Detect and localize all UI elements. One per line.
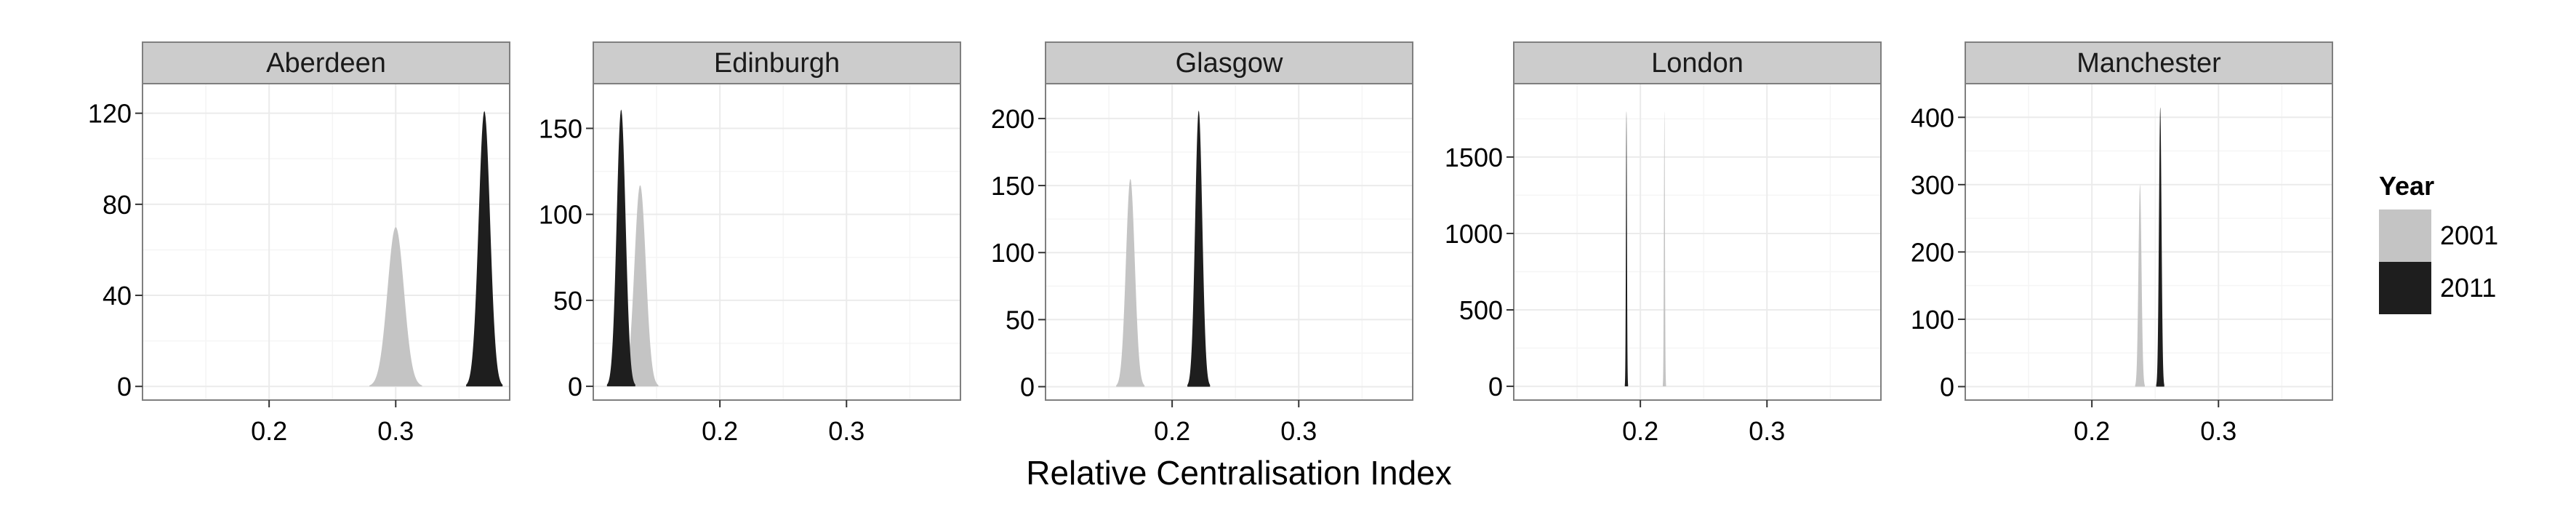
y-tick-label: 1000 — [1445, 219, 1503, 249]
density-aberdeen-2001 — [369, 227, 422, 387]
y-tick-label: 0 — [1020, 372, 1035, 402]
facet-panels: Aberdeen 0 40 80 120 0.2 0.3 Edinburgh 0 50 100 150… — [88, 41, 2333, 446]
legend-label-2011: 2011 — [2440, 273, 2496, 303]
density-london-2001 — [1663, 111, 1666, 387]
y-tick-label: 150 — [539, 113, 582, 143]
panel-border — [1045, 83, 1413, 401]
facet-strip — [593, 41, 961, 84]
panel-border — [1513, 83, 1882, 401]
facet-title: Edinburgh — [714, 48, 840, 79]
y-tick-label: 0 — [1488, 372, 1503, 402]
density-manchester-2011 — [2156, 107, 2164, 387]
facet-title: Manchester — [2077, 48, 2221, 79]
facet-manchester: Manchester 0 100 200 300 400 0.2 0.3 — [1911, 41, 2333, 446]
y-tick-label: 1500 — [1445, 143, 1503, 172]
legend-label-2001: 2001 — [2440, 220, 2498, 250]
density-edinburgh-2001 — [622, 185, 659, 387]
facet-title: Aberdeen — [266, 48, 386, 79]
y-tick-label: 0 — [1940, 372, 1954, 402]
density-edinburgh-2011 — [606, 109, 635, 387]
panel-background — [1046, 84, 1413, 400]
y-tick-label: 0 — [117, 372, 132, 402]
legend-key-2001 — [2379, 209, 2431, 262]
density-london-2011 — [1624, 111, 1629, 387]
facet-strip — [1045, 41, 1413, 84]
y-tick-label: 100 — [1911, 305, 1954, 335]
y-tick-label: 400 — [1911, 103, 1954, 132]
y-tick-label: 200 — [991, 104, 1035, 134]
y-tick-label: 50 — [553, 286, 582, 316]
facet-strip — [1965, 41, 2333, 84]
facet-strip — [142, 41, 510, 84]
facet-aberdeen: Aberdeen 0 40 80 120 0.2 0.3 — [88, 41, 510, 446]
panel-background — [143, 84, 510, 400]
x-tick-label: 0.3 — [2200, 416, 2236, 446]
facet-london: London 0 500 1000 1500 0.2 0.3 — [1445, 41, 1882, 446]
y-tick-label: 150 — [991, 171, 1035, 201]
panel-border — [1965, 83, 2333, 401]
x-tick-label: 0.3 — [1749, 416, 1785, 446]
legend: Year 2001 2011 — [2379, 171, 2498, 314]
y-tick-label: 200 — [1911, 237, 1954, 267]
legend-title: Year — [2379, 171, 2434, 201]
y-tick-label: 40 — [103, 281, 132, 311]
x-tick-label: 0.2 — [1622, 416, 1658, 446]
panel-background — [1965, 84, 2332, 400]
y-tick-label: 0 — [568, 372, 582, 402]
x-tick-label: 0.2 — [1154, 416, 1190, 446]
facet-edinburgh: Edinburgh 0 50 100 150 0.2 0.3 — [539, 41, 961, 446]
x-tick-label: 0.3 — [1280, 416, 1317, 446]
y-tick-label: 120 — [88, 99, 132, 129]
panel-background — [593, 84, 960, 400]
panel-background — [1514, 84, 1881, 400]
y-tick-label: 300 — [1911, 170, 1954, 200]
density-manchester-2001 — [2135, 184, 2145, 387]
legend-key-2011 — [2379, 262, 2431, 314]
y-tick-label: 80 — [103, 190, 132, 220]
density-glasgow-2011 — [1187, 110, 1211, 387]
panel-border — [142, 83, 510, 401]
y-tick-label: 500 — [1459, 295, 1503, 325]
density-glasgow-2001 — [1116, 178, 1145, 387]
facet-title: Glasgow — [1176, 48, 1283, 79]
x-tick-label: 0.2 — [251, 416, 287, 446]
x-tick-label: 0.2 — [702, 416, 738, 446]
x-axis-title: Relative Centralisation Index — [1026, 454, 1452, 492]
facet-title: London — [1651, 48, 1744, 79]
panel-border — [593, 83, 961, 401]
density-aberdeen-2011 — [466, 111, 503, 387]
facet-glasgow: Glasgow 0 50 100 150 200 0.2 0.3 — [991, 41, 1413, 446]
x-tick-label: 0.2 — [2074, 416, 2110, 446]
facet-strip — [1513, 41, 1882, 84]
x-tick-label: 0.3 — [828, 416, 864, 446]
y-tick-label: 50 — [1006, 305, 1035, 335]
x-tick-label: 0.3 — [377, 416, 414, 446]
y-tick-label: 100 — [991, 238, 1035, 268]
y-tick-label: 100 — [539, 200, 582, 230]
